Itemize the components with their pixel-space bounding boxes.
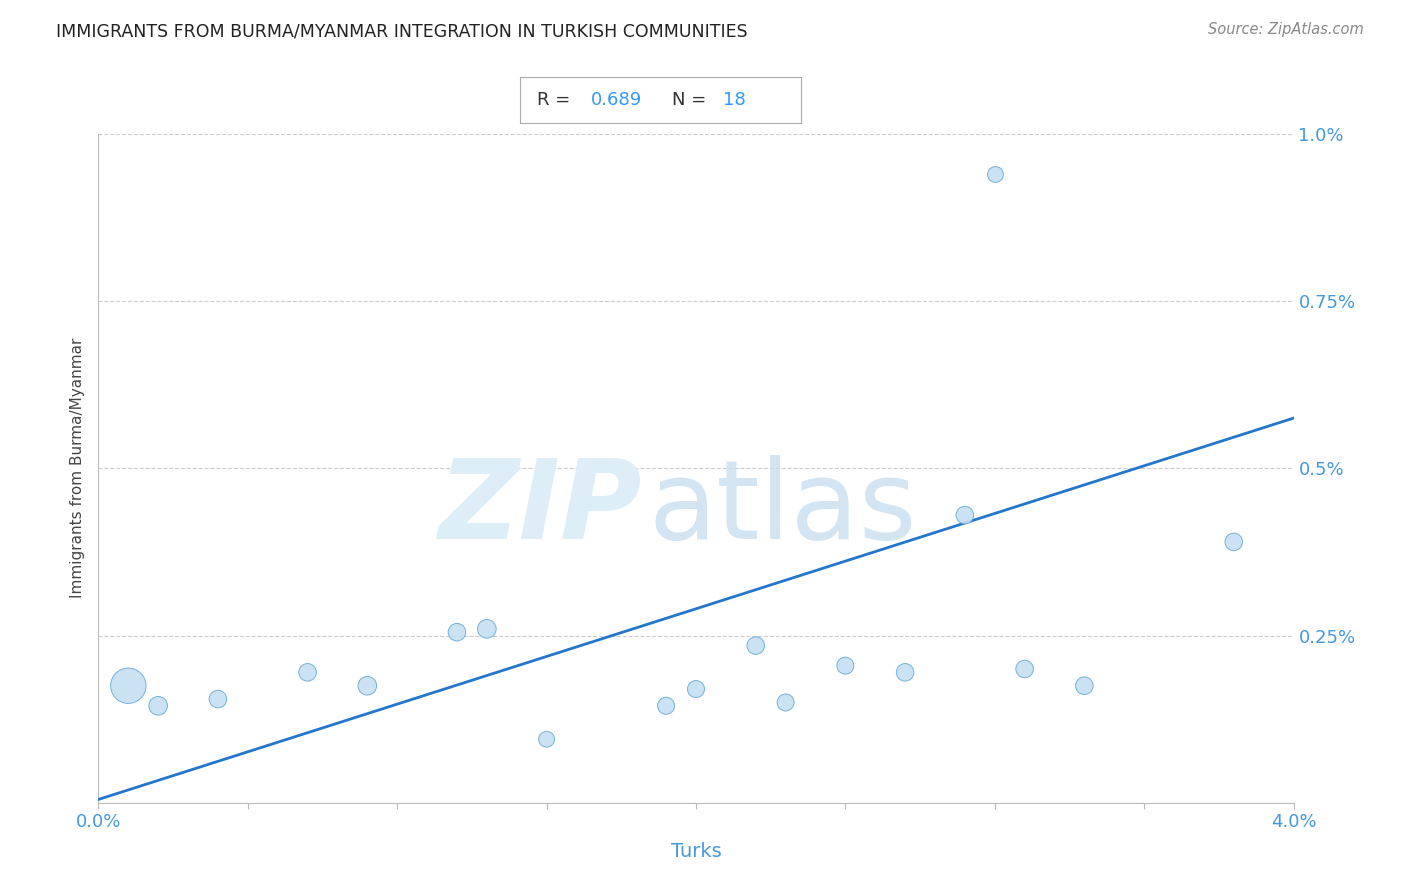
Point [1073, 679, 1095, 693]
Point [207, 692, 229, 706]
Point [983, 167, 1005, 181]
Point [446, 625, 468, 640]
Point [148, 698, 170, 713]
Text: ZIP: ZIP [439, 455, 643, 562]
Text: atlas: atlas [648, 455, 917, 562]
Point [894, 665, 917, 680]
Text: Source: ZipAtlas.com: Source: ZipAtlas.com [1208, 22, 1364, 37]
Text: R =: R = [537, 91, 576, 109]
Text: 18: 18 [723, 91, 745, 109]
Point [685, 681, 707, 696]
Point [1222, 535, 1246, 549]
Point [536, 732, 558, 747]
Point [117, 679, 139, 693]
Text: 0.689: 0.689 [591, 91, 641, 109]
Point [475, 622, 498, 636]
Point [655, 698, 678, 713]
Y-axis label: Immigrants from Burma/Myanmar: Immigrants from Burma/Myanmar [69, 338, 84, 599]
Text: IMMIGRANTS FROM BURMA/MYANMAR INTEGRATION IN TURKISH COMMUNITIES: IMMIGRANTS FROM BURMA/MYANMAR INTEGRATIO… [56, 22, 748, 40]
Text: N =: N = [672, 91, 711, 109]
Point [775, 696, 797, 710]
Point [953, 508, 976, 523]
Point [745, 639, 768, 653]
X-axis label: Turks: Turks [671, 842, 721, 862]
Point [297, 665, 319, 680]
Point [1014, 662, 1036, 676]
Point [356, 679, 378, 693]
Point [834, 658, 856, 673]
